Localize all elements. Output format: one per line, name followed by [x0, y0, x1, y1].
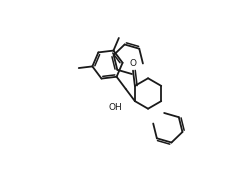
- Text: OH: OH: [109, 103, 123, 112]
- Text: O: O: [130, 59, 137, 68]
